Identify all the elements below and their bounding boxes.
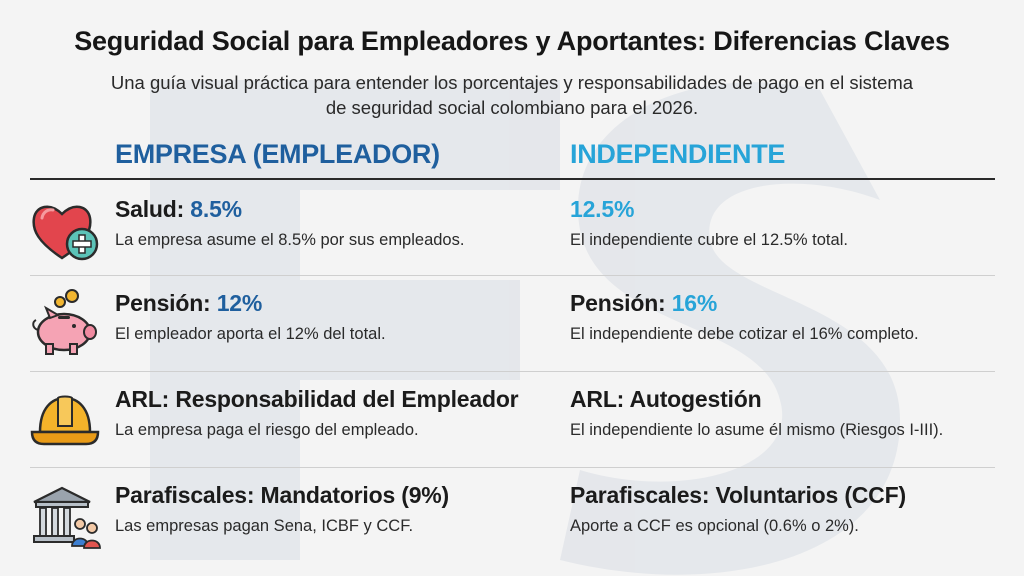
arl-empleador-desc: La empresa paga el riesgo del empleado.	[115, 421, 419, 439]
pension-empleador: Pensión: 12% El empleador aporta el 12% …	[115, 290, 555, 344]
institution-people-icon	[33, 486, 101, 549]
column-header-independiente: INDEPENDIENTE	[570, 139, 786, 169]
heart-plus-icon	[32, 205, 99, 261]
parafiscales-empleador-heading: Parafiscales: Mandatorios (9%)	[115, 482, 450, 508]
salud-independiente-desc: El independiente cubre el 12.5% total.	[570, 231, 848, 249]
hard-hat-icon	[30, 395, 100, 446]
salud-independiente-value: 12.5%	[570, 196, 635, 222]
pension-independiente: Pensión: 16% El independiente debe cotiz…	[570, 290, 1010, 344]
salud-empleador-heading: Salud: 8.5%	[115, 196, 555, 223]
pension-independiente-value: 16%	[671, 290, 718, 316]
arl-independiente-desc: El independiente lo asume él mismo (Ries…	[570, 421, 944, 439]
salud-independiente-heading: 12.5%	[570, 196, 1010, 223]
salud-empleador-desc: La empresa asume el 8.5% por sus emplead…	[115, 231, 465, 249]
parafiscales-empleador-desc: Las empresas pagan Sena, ICBF y CCF.	[115, 517, 414, 535]
pension-independiente-desc: El independiente debe cotizar el 16% com…	[570, 325, 919, 343]
parafiscales-independiente: Parafiscales: Voluntarios (CCF) Aporte a…	[570, 482, 1010, 536]
arl-independiente-heading: ARL: Autogestión	[570, 386, 762, 412]
parafiscales-independiente-desc: Aporte a CCF es opcional (0.6% o 2%).	[570, 517, 859, 535]
piggy-bank-icon	[32, 289, 97, 355]
row-divider	[30, 275, 995, 276]
salud-empleador: Salud: 8.5% La empresa asume el 8.5% por…	[115, 196, 555, 250]
subtitle-line-2: de seguridad social colombiano para el 2…	[325, 97, 699, 118]
parafiscales-empleador: Parafiscales: Mandatorios (9%) Las empre…	[115, 482, 555, 536]
row-divider	[30, 371, 995, 372]
arl-empleador-heading: ARL: Responsabilidad del Empleador	[115, 386, 519, 412]
parafiscales-independiente-heading: Parafiscales: Voluntarios (CCF)	[570, 482, 906, 508]
salud-independiente: 12.5% El independiente cubre el 12.5% to…	[570, 196, 1010, 250]
column-header-empleador: EMPRESA (EMPLEADOR)	[115, 139, 440, 169]
pension-independiente-label: Pensión:	[570, 290, 672, 316]
row-divider	[30, 467, 995, 468]
pension-label: Pensión:	[115, 290, 217, 316]
page-subtitle: Una guía visual práctica para entender l…	[40, 70, 984, 120]
arl-empleador: ARL: Responsabilidad del Empleador La em…	[115, 386, 555, 440]
salud-empleador-value: 8.5%	[190, 196, 242, 222]
pension-empleador-heading: Pensión: 12%	[115, 290, 555, 317]
page-title: Seguridad Social para Empleadores y Apor…	[74, 26, 950, 56]
pension-independiente-heading: Pensión: 16%	[570, 290, 1010, 317]
arl-independiente: ARL: Autogestión El independiente lo asu…	[570, 386, 1010, 440]
pension-empleador-value: 12%	[216, 290, 263, 316]
header-divider	[30, 178, 995, 180]
subtitle-line-1: Una guía visual práctica para entender l…	[110, 72, 914, 93]
pension-empleador-desc: El empleador aporta el 12% del total.	[115, 325, 386, 343]
salud-label: Salud:	[115, 196, 191, 222]
